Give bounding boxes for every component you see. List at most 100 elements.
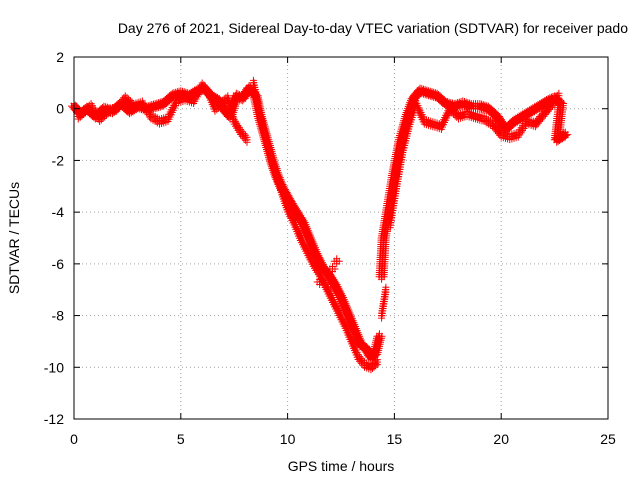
data-point-1999: [456, 100, 464, 108]
data-point-2274: [543, 96, 551, 104]
data-point-2523: [128, 98, 136, 106]
data-point-2044: [473, 102, 481, 110]
x-tick-label-4: 20: [493, 431, 509, 447]
data-point-574: [231, 92, 239, 100]
y-tick-label-5: -8: [52, 308, 65, 324]
data-point-2520: [126, 97, 134, 105]
data-point-3618: [555, 89, 563, 97]
x-axis-label: GPS time / hours: [288, 458, 395, 474]
data-point-3638: [330, 257, 338, 265]
data-point-1899: [424, 90, 432, 98]
data-point-2054: [477, 103, 485, 111]
data-point-2511: [121, 92, 129, 100]
data-point-1959: [443, 101, 451, 109]
x-tick-label-1: 5: [177, 431, 185, 447]
data-point-2014: [461, 101, 469, 109]
data-point-3498: [489, 118, 497, 126]
data-point-2004: [458, 100, 466, 108]
data-point-1869: [414, 87, 422, 95]
data-point-2009: [460, 101, 468, 109]
data-point-3507: [493, 123, 501, 131]
data-point-1359: [364, 353, 372, 361]
data-point-1884: [419, 88, 427, 96]
data-point-3444: [451, 107, 459, 115]
data-point-3501: [490, 119, 498, 127]
data-point-2394: [550, 136, 558, 144]
data-point-2414: [556, 132, 564, 140]
data-point-1904: [425, 90, 433, 98]
data-point-1334: [360, 345, 368, 353]
data-point-2424: [559, 131, 567, 139]
y-tick-label-7: -12: [44, 411, 64, 427]
data-point-1419: [373, 332, 381, 340]
y-tick-label-1: 0: [56, 101, 64, 117]
data-point-1909: [427, 91, 435, 99]
data-point-1894: [422, 89, 430, 97]
data-point-3438: [448, 104, 456, 112]
data-point-2409: [555, 133, 563, 141]
data-point-3207: [382, 283, 390, 291]
data-point-1889: [420, 89, 428, 97]
data-point-2269: [542, 97, 550, 105]
data-point-284: [154, 101, 162, 109]
data-point-1879: [417, 88, 425, 96]
data-point-334: [169, 91, 177, 99]
data-point-1989: [453, 101, 461, 109]
data-point-109: [97, 105, 105, 113]
data-point-324: [166, 92, 174, 100]
data-point-3510: [494, 125, 502, 133]
data-point-1944: [438, 98, 446, 106]
data-point-1344: [362, 348, 370, 356]
data-point-3447: [453, 108, 461, 116]
plot-frame: [73, 56, 609, 420]
data-point-1864: [412, 88, 420, 96]
y-tick-label-6: -10: [44, 359, 64, 375]
data-point-329: [167, 91, 175, 99]
y-tick-label-2: -2: [52, 152, 65, 168]
data-point-2264: [540, 98, 548, 106]
data-point-2760: [243, 133, 251, 141]
y-axis-ticks: 2 0 -2 -4 -6 -8 -10 -12: [44, 49, 608, 427]
data-point-1949: [439, 100, 447, 108]
y-axis-label: SDTVAR / TECUs: [6, 182, 22, 294]
data-point-1914: [429, 91, 437, 99]
y-tick-label-0: 2: [56, 49, 64, 65]
y-tick-label-4: -6: [52, 256, 65, 272]
x-tick-label-2: 10: [280, 431, 296, 447]
data-point-1874: [415, 87, 423, 95]
chart-title: Day 276 of 2021, Sidereal Day-to-day VTE…: [118, 20, 628, 36]
data-point-3603: [547, 99, 555, 107]
data-point-279: [152, 101, 160, 109]
data-point-289: [156, 100, 164, 108]
data-point-3441: [449, 105, 457, 113]
data-point-3504: [492, 121, 500, 129]
data-point-3623: [313, 278, 321, 286]
data-point-269: [149, 102, 157, 110]
data-point-2517: [125, 95, 133, 103]
x-tick-label-5: 25: [600, 431, 616, 447]
data-point-3435: [446, 102, 454, 110]
data-point-1364: [366, 352, 374, 360]
data-point-2419: [557, 131, 565, 139]
data-point-274: [150, 102, 158, 110]
data-point-3628: [322, 283, 330, 291]
data-point-2404: [553, 134, 561, 142]
data-point-2049: [475, 103, 483, 111]
data-point-2059: [478, 104, 486, 112]
data-point-1954: [441, 100, 449, 108]
x-tick-label-0: 0: [70, 431, 78, 447]
data-point-2064: [480, 104, 488, 112]
data-point-3633: [326, 265, 334, 273]
data-point-2505: [118, 95, 126, 103]
data-point-2445: [85, 101, 93, 109]
data-point-2514: [123, 93, 131, 101]
x-axis-ticks: 0 5 10 15 20 25: [70, 57, 616, 447]
y-tick-label-3: -4: [52, 204, 65, 220]
data-point-569: [230, 92, 238, 100]
data-point-3513: [496, 126, 504, 134]
data-series-sdtvar: [68, 76, 572, 374]
data-point-984: [295, 217, 303, 225]
data-point-1339: [361, 347, 369, 355]
data-point-3171: [373, 356, 381, 364]
